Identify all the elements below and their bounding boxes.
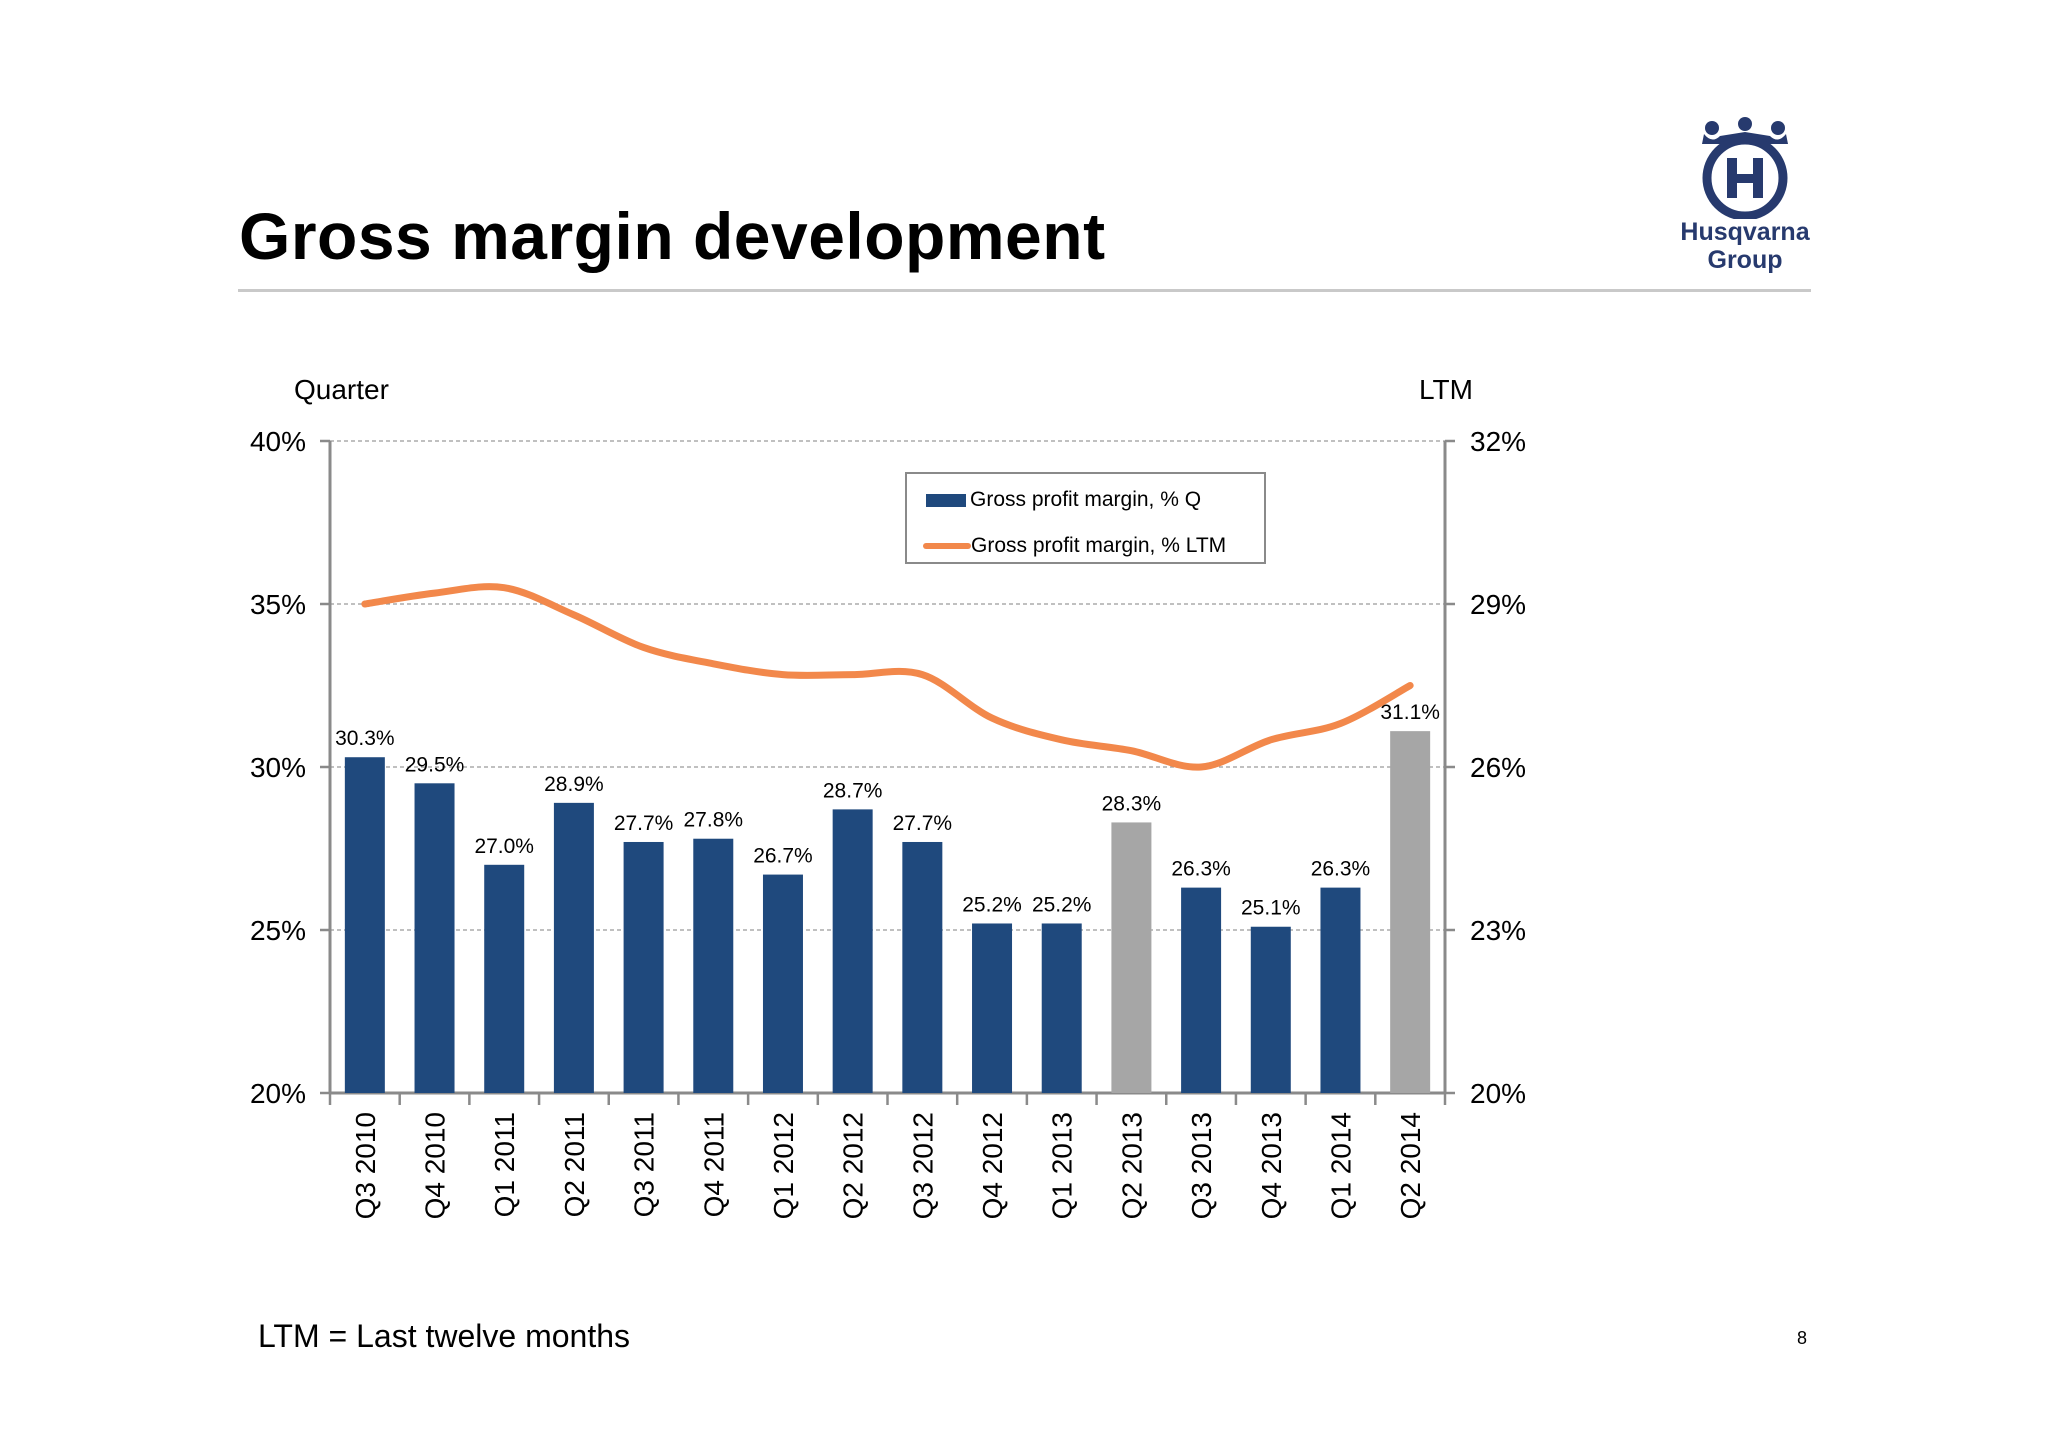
logo-subtitle: Group (1707, 246, 1783, 274)
bar (1250, 926, 1291, 1093)
bar (553, 802, 594, 1093)
page-number: 8 (1797, 1328, 1808, 1348)
left-tick-label: 25% (250, 915, 306, 946)
right-tick-label: 23% (1470, 915, 1526, 946)
bar-data-label: 26.3% (1311, 858, 1371, 881)
left-tick-label: 40% (250, 426, 306, 457)
bar-data-label: 25.1% (1241, 897, 1301, 920)
bar-data-label: 26.7% (753, 845, 813, 868)
title-divider (238, 289, 1811, 292)
right-tick-label: 20% (1470, 1078, 1526, 1109)
bar (1320, 887, 1361, 1093)
bar (1041, 923, 1082, 1093)
bar-data-label: 28.9% (544, 773, 604, 796)
x-tick-label: Q1 2011 (489, 1112, 520, 1217)
legend-bar-swatch (926, 493, 966, 507)
bar-data-label: 25.2% (962, 893, 1022, 916)
bar (693, 838, 734, 1093)
x-tick-label: Q3 2011 (629, 1112, 660, 1217)
left-axis-title: Quarter (294, 374, 389, 405)
right-tick-label: 26% (1470, 752, 1526, 783)
x-tick-label: Q2 2012 (838, 1112, 869, 1219)
x-tick-label: Q3 2010 (350, 1112, 381, 1219)
right-tick-label: 29% (1470, 589, 1526, 620)
bar (623, 841, 664, 1093)
left-tick-label: 20% (250, 1078, 306, 1109)
x-tick-label: Q3 2012 (907, 1112, 938, 1219)
x-tick-label: Q3 2013 (1186, 1112, 1217, 1219)
bar (1111, 822, 1152, 1093)
husqvarna-logo: Husqvarna Group (1660, 114, 1830, 284)
bar-data-label: 28.3% (1102, 792, 1162, 815)
bar (484, 864, 525, 1093)
bar (902, 841, 943, 1093)
bar-data-label: 28.7% (823, 779, 883, 802)
legend-item-quarter: Gross profit margin, % Q (907, 484, 1201, 516)
ltm-series-line (361, 583, 1414, 771)
bar-data-label: 27.7% (893, 812, 953, 835)
x-tick-label: Q1 2012 (768, 1112, 799, 1219)
slide-title: Gross margin development (239, 199, 1106, 273)
bar-data-label: 27.0% (474, 835, 534, 858)
legend-item-ltm: Gross profit margin, % LTM (907, 530, 1226, 562)
right-axis-title: LTM (1419, 374, 1473, 405)
legend-label-quarter: Gross profit margin, % Q (970, 488, 1202, 511)
x-tick-label: Q1 2014 (1325, 1112, 1356, 1219)
bar (414, 783, 455, 1093)
chart-legend: Gross profit margin, % Q Gross profit ma… (905, 472, 1266, 564)
bar-data-label: 29.5% (405, 753, 465, 776)
left-tick-label: 30% (250, 752, 306, 783)
bar-data-label: 25.2% (1032, 893, 1092, 916)
bar (832, 809, 873, 1093)
x-tick-label: Q4 2013 (1256, 1112, 1287, 1219)
bar (1390, 731, 1431, 1093)
crown-h-logo-icon (1702, 117, 1788, 219)
right-tick-label: 32% (1470, 426, 1526, 457)
bar (762, 874, 803, 1093)
bar (344, 757, 385, 1093)
bar-data-label: 30.3% (335, 727, 395, 750)
legend-label-ltm: Gross profit margin, % LTM (971, 534, 1227, 557)
bar-data-label: 27.8% (684, 809, 744, 832)
bar (1181, 887, 1222, 1093)
x-tick-label: Q4 2012 (977, 1112, 1008, 1219)
bar-data-label: 31.1% (1380, 701, 1440, 724)
x-tick-label: Q2 2011 (559, 1112, 590, 1217)
x-tick-label: Q2 2013 (1116, 1112, 1147, 1219)
bar-data-label: 26.3% (1171, 858, 1231, 881)
bar-data-label: 27.7% (614, 812, 674, 835)
x-tick-label: Q1 2013 (1047, 1112, 1078, 1219)
bar (972, 923, 1013, 1093)
logo-wordmark: Husqvarna (1680, 218, 1810, 246)
x-tick-label: Q4 2010 (420, 1112, 451, 1219)
x-tick-label: Q4 2011 (698, 1112, 729, 1217)
footnote: LTM = Last twelve months (258, 1318, 630, 1354)
legend-line-swatch (923, 543, 971, 549)
left-tick-label: 35% (250, 589, 306, 620)
x-tick-label: Q2 2014 (1395, 1112, 1426, 1219)
